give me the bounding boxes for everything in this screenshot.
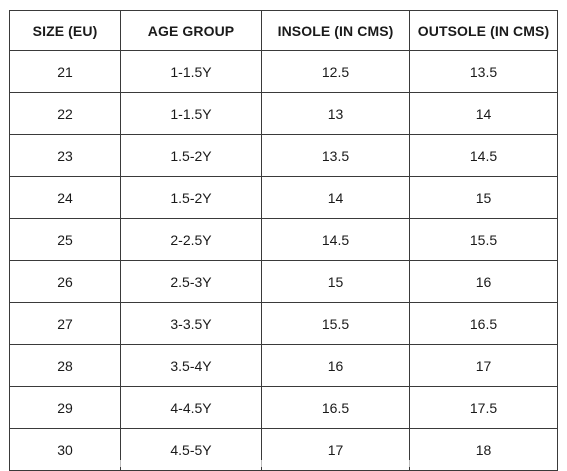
table-row: 23 1.5-2Y 13.5 14.5 — [9, 134, 558, 177]
table-row: 24 1.5-2Y 14 15 — [9, 176, 558, 219]
cell-insole: 15 — [261, 260, 410, 303]
cell-insole: 13.5 — [261, 134, 410, 177]
cell-age-group: 1.5-2Y — [120, 176, 262, 219]
cell-age-group: 1-1.5Y — [120, 50, 262, 93]
cell-size-eu: 27 — [9, 302, 121, 345]
cell-age-group: 4-4.5Y — [120, 386, 262, 429]
grid-line-stub — [261, 460, 262, 467]
cell-outsole: 17 — [409, 344, 558, 387]
header-size-eu: SIZE (EU) — [9, 10, 121, 51]
header-age-group: AGE GROUP — [120, 10, 262, 51]
header-row: SIZE (EU) AGE GROUP INSOLE (IN CMS) OUTS… — [9, 10, 558, 51]
cell-age-group: 2-2.5Y — [120, 218, 262, 261]
cell-age-group: 4.5-5Y — [120, 428, 262, 471]
cell-outsole: 13.5 — [409, 50, 558, 93]
header-outsole: OUTSOLE (IN CMS) — [409, 10, 558, 51]
table-row: 29 4-4.5Y 16.5 17.5 — [9, 386, 558, 429]
table-row: 26 2.5-3Y 15 16 — [9, 260, 558, 303]
cell-outsole: 17.5 — [409, 386, 558, 429]
table-row: 30 4.5-5Y 17 18 — [9, 428, 558, 471]
grid-line-stub — [409, 460, 410, 467]
cell-insole: 15.5 — [261, 302, 410, 345]
header-insole: INSOLE (IN CMS) — [261, 10, 410, 51]
table-row: 27 3-3.5Y 15.5 16.5 — [9, 302, 558, 345]
cell-outsole: 14.5 — [409, 134, 558, 177]
cell-size-eu: 24 — [9, 176, 121, 219]
cell-insole: 16 — [261, 344, 410, 387]
cell-insole: 13 — [261, 92, 410, 135]
cell-outsole: 14 — [409, 92, 558, 135]
table-row: 22 1-1.5Y 13 14 — [9, 92, 558, 135]
cell-age-group: 3.5-4Y — [120, 344, 262, 387]
cell-outsole: 18 — [409, 428, 558, 471]
cell-age-group: 1-1.5Y — [120, 92, 262, 135]
cell-insole: 14.5 — [261, 218, 410, 261]
cell-size-eu: 30 — [9, 428, 121, 471]
cell-age-group: 3-3.5Y — [120, 302, 262, 345]
cell-insole: 17 — [261, 428, 410, 471]
cell-insole: 12.5 — [261, 50, 410, 93]
table-header: SIZE (EU) AGE GROUP INSOLE (IN CMS) OUTS… — [9, 10, 558, 51]
cell-size-eu: 21 — [9, 50, 121, 93]
cell-age-group: 2.5-3Y — [120, 260, 262, 303]
grid-line-stub — [120, 460, 121, 467]
table-body: 21 1-1.5Y 12.5 13.5 22 1-1.5Y 13 14 23 1.5-2Y 13.5… — [9, 50, 558, 471]
size-chart-table: SIZE (EU) AGE GROUP INSOLE (IN CMS) OUTS… — [9, 10, 558, 471]
table-row: 28 3.5-4Y 16 17 — [9, 344, 558, 387]
cell-age-group: 1.5-2Y — [120, 134, 262, 177]
cell-insole: 16.5 — [261, 386, 410, 429]
cell-size-eu: 29 — [9, 386, 121, 429]
cell-insole: 14 — [261, 176, 410, 219]
cell-outsole: 15.5 — [409, 218, 558, 261]
table-row: 25 2-2.5Y 14.5 15.5 — [9, 218, 558, 261]
table-row: 21 1-1.5Y 12.5 13.5 — [9, 50, 558, 93]
cell-outsole: 16.5 — [409, 302, 558, 345]
cell-size-eu: 23 — [9, 134, 121, 177]
cell-size-eu: 26 — [9, 260, 121, 303]
cell-outsole: 16 — [409, 260, 558, 303]
cell-size-eu: 22 — [9, 92, 121, 135]
cell-size-eu: 28 — [9, 344, 121, 387]
cell-size-eu: 25 — [9, 218, 121, 261]
cell-outsole: 15 — [409, 176, 558, 219]
